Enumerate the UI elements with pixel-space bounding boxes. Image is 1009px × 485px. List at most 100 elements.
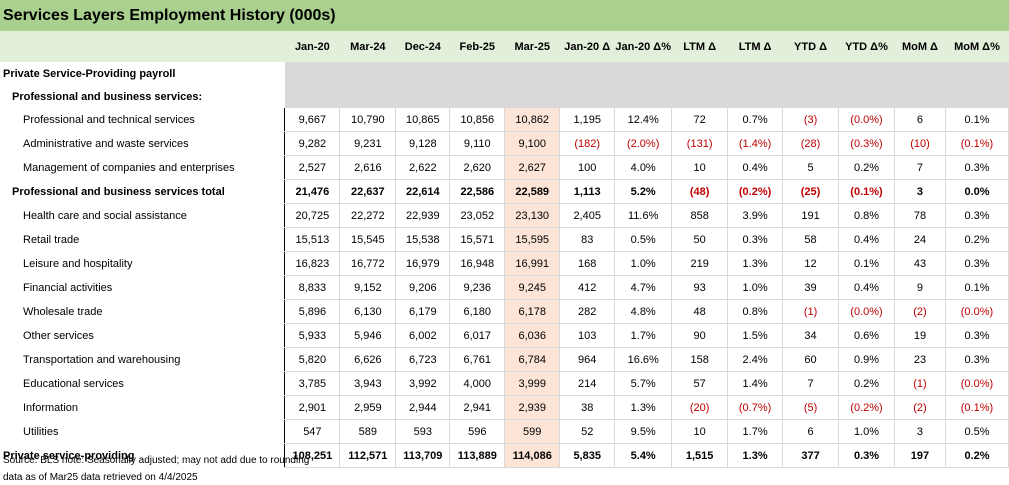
table-cell: 10,790 [339,108,397,132]
table-cell: 3 [894,419,946,444]
table-cell: 3,999 [504,371,561,396]
table-cell: 593 [395,419,451,444]
table-cell: 0.4% [727,155,784,180]
header-band [0,31,1009,62]
table-cell: (0.1%) [945,395,1009,420]
table-cell: 0.4% [838,227,895,252]
table-cell: 16,979 [395,251,451,276]
table-row: Wholesale trade 5,896 6,130 6,179 6,180 6,178… [0,299,1009,324]
table-cell: (0.0%) [838,299,895,324]
row-label: Administrative and waste services [23,137,189,150]
title-bar: Services Layers Employment History (000s… [0,0,1009,31]
table-cell: 2,901 [284,395,341,420]
table-cell: 16,823 [284,251,341,276]
table-row: Utilities 547 589 593 596 599 52 9.5% 10 1.7% 6 1.0… [0,419,1009,444]
table-cell: (28) [782,131,840,156]
table-cell: 78 [894,203,946,228]
table-cell: 6 [894,108,946,132]
table-cell: 23,130 [504,203,561,228]
table-cell: 0.2% [838,371,895,396]
row-label: Information [23,401,79,414]
table-row: Financial activities 8,833 9,152 9,206 9,236… [0,275,1009,300]
table-cell: 0.4% [838,275,895,300]
table-cell: 7 [782,371,840,396]
column-header: MoM Δ [901,40,938,53]
column-header: MoM Δ% [954,40,1000,53]
table-cell: 589 [339,419,397,444]
table-cell: 5.7% [614,371,673,396]
table-cell: 6,002 [395,323,451,348]
table-cell: 2,616 [339,155,397,180]
table-cell: 16,991 [504,251,561,276]
table-row: Administrative and waste services 9,282 9,… [0,131,1009,156]
row-label: Retail trade [23,233,80,246]
table-cell: 114,086 [504,443,561,468]
table-cell: 90 [671,323,729,348]
table-cell: 22,272 [339,203,397,228]
table-cell: 0.0% [945,179,1009,204]
table-cell: 4.0% [614,155,673,180]
table-cell: 9.5% [614,419,673,444]
table-cell: 5 [782,155,840,180]
table-cell: (25) [782,179,840,204]
row-label: Educational services [23,377,124,390]
table-cell: 1.7% [727,419,784,444]
table-cell: 93 [671,275,729,300]
footer-source-note: Source: BLS note: Seasonally adjusted; m… [3,455,310,466]
table-cell: 21,476 [284,179,341,204]
table-cell: 0.3% [727,227,784,252]
table-cell: 6,784 [504,347,561,372]
table-cell: 282 [559,299,616,324]
section-row: Private Service-Providing payroll [0,62,1009,85]
table-cell: 1.4% [727,371,784,396]
table-cell: 1.7% [614,323,673,348]
table-cell: (0.2%) [727,179,784,204]
row-label: Leisure and hospitality [23,257,133,270]
table-cell: (0.2%) [838,395,895,420]
table-cell: 5,946 [339,323,397,348]
table-cell: 377 [782,443,840,468]
table-cell: (1.4%) [727,131,784,156]
column-header: Jan-20 Δ [564,40,611,53]
table-cell: 20,725 [284,203,341,228]
table-cell: 100 [559,155,616,180]
table-cell: 2,620 [449,155,506,180]
table-cell: 2.4% [727,347,784,372]
table-cell: 3,992 [395,371,451,396]
table-cell: 16,772 [339,251,397,276]
table-cell: 8,833 [284,275,341,300]
table-cell: 4.8% [614,299,673,324]
table-cell: 52 [559,419,616,444]
table-row: Information 2,901 2,959 2,944 2,941 2,939 38 1.… [0,395,1009,420]
table-cell: 5,933 [284,323,341,348]
table-cell: 0.5% [945,419,1009,444]
table-cell: 6,178 [504,299,561,324]
table-row: Leisure and hospitality 16,823 16,772 16,97… [0,251,1009,276]
table-cell: 9,245 [504,275,561,300]
table-cell: (0.0%) [838,108,895,132]
table-cell: 197 [894,443,946,468]
table-cell: 0.1% [945,275,1009,300]
table-cell: 1.3% [614,395,673,420]
header-blank [0,31,285,62]
table-cell: (1) [894,371,946,396]
table-cell: 9,206 [395,275,451,300]
table-cell: 6,180 [449,299,506,324]
page-title: Services Layers Employment History (000s… [3,7,336,24]
header-row: Jan-20 Mar-24 Dec-24 Feb-25 Mar-25 Jan-2… [0,31,1009,62]
table-cell: (3) [782,108,840,132]
table-cell: 2,939 [504,395,561,420]
row-label: Management of companies and enterprises [23,161,235,174]
table-cell: 3,943 [339,371,397,396]
table-cell: 15,513 [284,227,341,252]
table-cell: (5) [782,395,840,420]
row-label: Professional and business services total [12,185,225,198]
row-label: Financial activities [23,281,113,294]
table-cell: 10,865 [395,108,451,132]
table-cell: (48) [671,179,729,204]
row-label: Transportation and warehousing [23,353,181,366]
table-cell: 219 [671,251,729,276]
table-row: Management of companies and enterprises 2… [0,155,1009,180]
table-cell: 3 [894,179,946,204]
table-cell: 112,571 [339,443,397,468]
